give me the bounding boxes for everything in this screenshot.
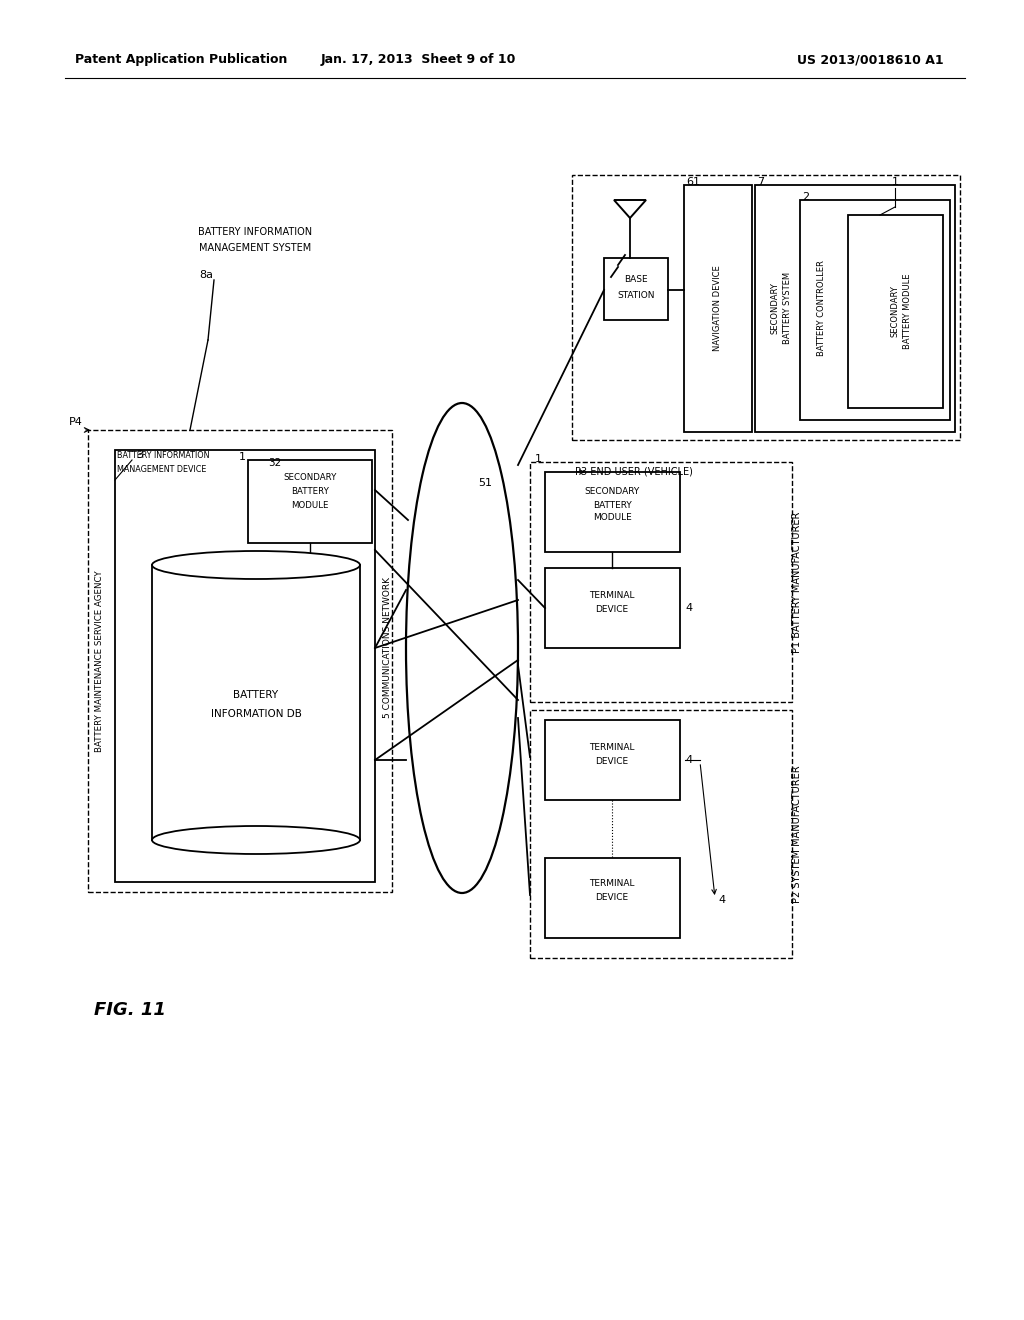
Text: BATTERY SYSTEM: BATTERY SYSTEM xyxy=(782,272,792,345)
Text: Patent Application Publication: Patent Application Publication xyxy=(75,54,288,66)
Text: P4: P4 xyxy=(70,417,83,426)
Text: INFORMATION DB: INFORMATION DB xyxy=(211,709,301,719)
Text: MODULE: MODULE xyxy=(291,500,329,510)
Text: 2: 2 xyxy=(802,191,809,202)
Text: TERMINAL: TERMINAL xyxy=(589,591,635,601)
Text: MANAGEMENT SYSTEM: MANAGEMENT SYSTEM xyxy=(199,243,311,253)
Text: 4: 4 xyxy=(685,755,692,766)
Text: STATION: STATION xyxy=(617,290,654,300)
Ellipse shape xyxy=(152,550,360,579)
Text: 61: 61 xyxy=(686,177,700,187)
Bar xyxy=(88,430,392,892)
Bar xyxy=(848,215,943,408)
Text: DEVICE: DEVICE xyxy=(595,892,629,902)
Text: BATTERY MAINTENANCE SERVICE AGENCY: BATTERY MAINTENANCE SERVICE AGENCY xyxy=(95,570,104,752)
Bar xyxy=(755,185,955,432)
Text: BATTERY INFORMATION: BATTERY INFORMATION xyxy=(198,227,312,238)
Text: MANAGEMENT DEVICE: MANAGEMENT DEVICE xyxy=(117,465,207,474)
Bar xyxy=(545,568,680,648)
Text: 3: 3 xyxy=(136,450,143,459)
Bar xyxy=(545,858,680,939)
Text: NAVIGATION DEVICE: NAVIGATION DEVICE xyxy=(714,265,723,351)
Text: TERMINAL: TERMINAL xyxy=(589,743,635,752)
Text: SECONDARY: SECONDARY xyxy=(770,282,779,334)
Text: BASE: BASE xyxy=(625,275,648,284)
Text: BATTERY: BATTERY xyxy=(233,690,279,700)
Text: BATTERY MODULE: BATTERY MODULE xyxy=(902,273,911,348)
Text: SECONDARY: SECONDARY xyxy=(585,487,640,496)
Text: P2 SYSTEM MANUFACTURER: P2 SYSTEM MANUFACTURER xyxy=(792,766,802,903)
Text: 4: 4 xyxy=(718,895,725,906)
Text: BATTERY: BATTERY xyxy=(593,500,632,510)
Text: MODULE: MODULE xyxy=(593,513,632,523)
Text: BATTERY: BATTERY xyxy=(291,487,329,495)
Bar xyxy=(684,185,752,432)
Bar xyxy=(545,473,680,552)
Text: US 2013/0018610 A1: US 2013/0018610 A1 xyxy=(797,54,943,66)
Text: P3 END USER (VEHICLE): P3 END USER (VEHICLE) xyxy=(575,467,693,477)
Text: 1: 1 xyxy=(892,177,898,187)
Text: TERMINAL: TERMINAL xyxy=(589,879,635,887)
Text: 1: 1 xyxy=(239,451,246,462)
Ellipse shape xyxy=(406,403,518,894)
Text: FIG. 11: FIG. 11 xyxy=(94,1001,166,1019)
Bar xyxy=(545,719,680,800)
Bar xyxy=(604,257,668,319)
Bar xyxy=(800,201,950,420)
Text: 5 COMMUNICATIONS NETWORK: 5 COMMUNICATIONS NETWORK xyxy=(384,578,392,718)
Text: 4: 4 xyxy=(685,603,692,612)
Text: P1 BATTERY MANUFACTURER: P1 BATTERY MANUFACTURER xyxy=(792,511,802,652)
Bar xyxy=(248,459,372,543)
Text: BATTERY CONTROLLER: BATTERY CONTROLLER xyxy=(817,260,826,356)
Text: SECONDARY: SECONDARY xyxy=(284,473,337,482)
Text: 7: 7 xyxy=(757,177,764,187)
Bar xyxy=(115,450,375,882)
Bar xyxy=(152,565,360,840)
Ellipse shape xyxy=(152,826,360,854)
Bar xyxy=(530,462,792,702)
Text: 51: 51 xyxy=(478,478,492,488)
Text: DEVICE: DEVICE xyxy=(595,758,629,767)
Text: DEVICE: DEVICE xyxy=(595,606,629,615)
Text: Jan. 17, 2013  Sheet 9 of 10: Jan. 17, 2013 Sheet 9 of 10 xyxy=(321,54,516,66)
Text: SECONDARY: SECONDARY xyxy=(891,285,899,337)
Text: 32: 32 xyxy=(268,458,282,469)
Text: BATTERY INFORMATION: BATTERY INFORMATION xyxy=(117,451,210,461)
Text: 8a: 8a xyxy=(199,271,213,280)
Bar xyxy=(572,176,961,440)
Bar xyxy=(530,710,792,958)
Text: 1: 1 xyxy=(535,454,542,465)
